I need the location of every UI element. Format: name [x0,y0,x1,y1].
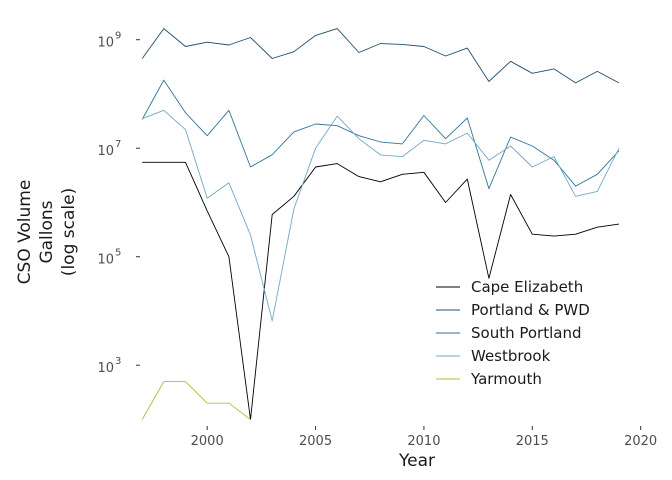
legend-label: Yarmouth [470,370,542,388]
y-tick-label: 10 [97,144,114,159]
series-line-portland-pwd [141,28,620,84]
y-tick-label: 10 [97,253,114,268]
x-tick-label: 2015 [516,434,549,449]
y-tick-exponent: 7 [115,139,121,150]
legend-label: Westbrook [471,347,551,365]
y-axis-title-line: CSO Volume [15,180,35,285]
legend-label: Portland & PWD [471,301,590,319]
y-axis-title: CSO Volume Gallons (log scale) [15,180,79,285]
y-tick-label: 10 [97,361,114,376]
x-tick-label: 2005 [299,434,332,449]
x-tick-label: 2010 [407,434,440,449]
series-line-cape-elizabeth [142,161,620,420]
x-tick-label: 2020 [624,434,657,449]
y-tick-exponent: 9 [115,31,121,42]
series-line-westbrook [142,109,620,322]
x-axis-title: Year [398,451,435,471]
legend: Cape Elizabeth Portland & PWD South Portla… [436,278,590,388]
x-tick-label: 2000 [191,434,224,449]
series-lines [141,28,620,420]
legend-label: South Portland [471,324,582,342]
y-tick-exponent: 5 [115,248,121,259]
y-tick-label: 10 [97,36,114,51]
series-line-yarmouth [141,381,251,420]
legend-label: Cape Elizabeth [471,278,583,296]
series-line-south-portland [141,79,620,190]
y-axis-title-line: Gallons [37,200,57,263]
y-tick-exponent: 3 [115,356,121,367]
y-axis-title-line: (log scale) [59,188,79,276]
x-axis-ticks: 2000 2005 2010 2015 2020 [191,426,657,449]
